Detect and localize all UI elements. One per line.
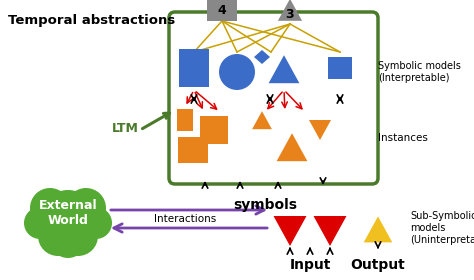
Polygon shape xyxy=(278,0,302,21)
Circle shape xyxy=(40,190,96,246)
Bar xyxy=(177,109,193,131)
Circle shape xyxy=(219,54,255,90)
Text: Input: Input xyxy=(289,258,331,272)
Bar xyxy=(328,57,352,79)
Circle shape xyxy=(38,216,78,256)
Circle shape xyxy=(66,188,106,228)
Text: Instances: Instances xyxy=(378,133,428,143)
Text: Symbolic models
(Interpretable): Symbolic models (Interpretable) xyxy=(378,61,461,83)
Text: External
World: External World xyxy=(39,199,97,227)
FancyBboxPatch shape xyxy=(169,12,378,184)
Bar xyxy=(179,49,209,87)
Polygon shape xyxy=(277,133,308,161)
Polygon shape xyxy=(273,216,307,246)
Polygon shape xyxy=(254,50,270,64)
Polygon shape xyxy=(269,55,300,83)
Text: symbols: symbols xyxy=(233,198,297,212)
Text: LTM: LTM xyxy=(111,122,138,134)
Bar xyxy=(178,137,208,163)
Circle shape xyxy=(30,188,70,228)
Polygon shape xyxy=(364,216,392,242)
Text: Interactions: Interactions xyxy=(154,214,216,224)
Text: Sub-Symbolic
models
(Uninterpretable): Sub-Symbolic models (Uninterpretable) xyxy=(410,211,474,245)
Polygon shape xyxy=(252,111,272,129)
Text: Temporal abstractions: Temporal abstractions xyxy=(8,14,175,27)
Circle shape xyxy=(80,207,112,239)
Bar xyxy=(207,0,237,21)
Text: 3: 3 xyxy=(286,8,294,20)
Circle shape xyxy=(24,207,56,239)
Circle shape xyxy=(58,216,98,256)
Polygon shape xyxy=(309,120,331,140)
Text: Output: Output xyxy=(351,258,405,272)
Bar xyxy=(200,116,228,144)
Text: 4: 4 xyxy=(218,4,227,17)
Polygon shape xyxy=(313,216,346,246)
Circle shape xyxy=(50,222,86,258)
